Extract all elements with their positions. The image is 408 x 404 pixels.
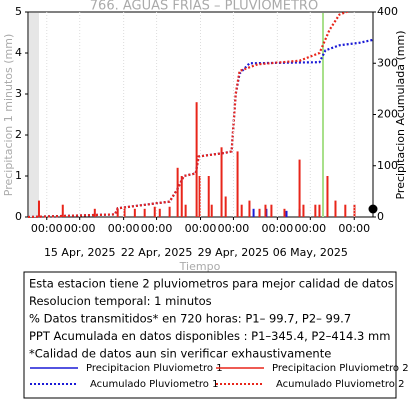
bar: [314, 204, 317, 217]
x-date-label: 06 May, 2025: [273, 246, 348, 259]
bar: [210, 204, 213, 217]
y2-axis-label: Precipitacion Acumulada (mm): [394, 30, 407, 199]
legend-label: Acumulado Pluviometro 2: [276, 379, 404, 390]
x-tick-label: 00:00: [338, 222, 370, 235]
bar: [198, 176, 201, 217]
bar: [248, 200, 251, 217]
bar: [153, 206, 156, 217]
y-tick-label: 4: [15, 46, 22, 59]
bar: [176, 167, 179, 217]
x-tick-label: 00:00: [262, 222, 294, 235]
end-marker: [368, 204, 378, 214]
bar: [318, 204, 321, 217]
y-axis-label: Precipitacion 1 minutos (mm): [2, 34, 15, 196]
bar: [252, 208, 255, 217]
x-tick-label: 00:00: [218, 222, 250, 235]
x-tick-label: 00:00: [185, 222, 217, 235]
bar: [168, 206, 171, 217]
bar: [298, 159, 301, 217]
bar: [344, 204, 347, 217]
bar: [220, 147, 223, 217]
bar: [236, 151, 239, 217]
x-tick-label: 00:00: [141, 222, 173, 235]
x-tick-label: 00:00: [108, 222, 140, 235]
x-date-label: 15 Apr, 2025: [44, 246, 116, 259]
y-tick-label: 2: [15, 128, 22, 141]
x-axis-label: Tiempo: [179, 260, 221, 273]
bar: [116, 208, 119, 217]
bar: [158, 208, 161, 217]
bar: [133, 208, 136, 217]
legend-label: Precipitacion Pluviometro 1: [86, 363, 223, 374]
x-tick-label: 00:00: [294, 222, 326, 235]
bar: [195, 102, 198, 217]
bar: [334, 200, 337, 217]
data-gap: [29, 13, 39, 217]
plot: [28, 12, 373, 218]
cumulative-line: [28, 12, 351, 218]
bar: [240, 204, 243, 217]
bar: [264, 204, 267, 217]
bar: [180, 176, 183, 217]
bar: [285, 210, 288, 217]
bar: [258, 208, 261, 217]
bar: [326, 176, 329, 217]
x-tick-label: 00:00: [64, 222, 96, 235]
bar: [143, 208, 146, 217]
y-tick-label: 5: [15, 5, 22, 18]
y2-tick-label: 300: [377, 56, 398, 69]
y2-tick-label: 200: [377, 108, 398, 121]
bar: [61, 204, 64, 217]
info-box: [23, 271, 397, 399]
bar: [37, 200, 40, 217]
bar: [270, 204, 273, 217]
chart-title: 766. AGUAS FRIAS – PLUVIOMETRO: [90, 0, 318, 14]
note: PPT Acumulada en datos disponibles : P1–…: [29, 329, 390, 343]
bar: [93, 208, 96, 217]
bar: [224, 196, 227, 217]
note: *Calidad de datos aun sin verificar exha…: [29, 347, 331, 361]
note: Esta estacion tiene 2 pluviometros para …: [29, 277, 394, 291]
x-date-label: 22 Apr, 2025: [121, 246, 193, 259]
y-tick-label: 3: [15, 87, 22, 100]
legend-label: Precipitacion Pluviometro 2: [272, 363, 408, 374]
bar: [283, 208, 286, 217]
y2-tick-label: 100: [377, 159, 398, 172]
x-tick-label: 00:00: [31, 222, 63, 235]
legend-label: Acumulado Pluviometro 1: [90, 379, 218, 390]
bar: [184, 204, 187, 217]
y2-tick-label: 0: [377, 210, 384, 223]
note: Resolucion temporal: 1 minutos: [29, 294, 212, 308]
bar: [207, 176, 210, 217]
bar: [123, 208, 126, 217]
y-tick-label: 1: [15, 169, 22, 182]
y2-tick-label: 400: [377, 5, 398, 18]
x-date-label: 29 Apr, 2025: [198, 246, 270, 259]
y-tick-label: 0: [15, 210, 22, 223]
note: % Datos transmitidos* en 720 horas: P1– …: [29, 312, 351, 326]
bar: [302, 204, 305, 217]
